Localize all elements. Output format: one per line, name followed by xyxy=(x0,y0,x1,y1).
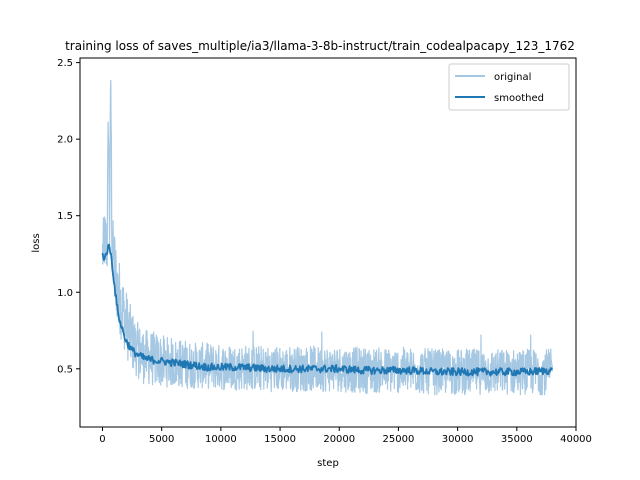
x-tick-label: 15000 xyxy=(264,434,296,445)
legend-label-original: original xyxy=(494,72,531,83)
legend-label-smoothed: smoothed xyxy=(494,93,544,104)
plot-frame xyxy=(79,57,577,428)
y-tick-label: 2.0 xyxy=(57,135,73,146)
y-axis-label: loss xyxy=(31,233,42,252)
series-smoothed-line xyxy=(101,243,553,377)
x-tick-label: 0 xyxy=(99,434,105,445)
x-axis-label: step xyxy=(317,458,339,469)
chart-title: training loss of saves_multiple/ia3/llam… xyxy=(65,39,575,53)
y-tick-label: 1.5 xyxy=(57,211,73,222)
series-original-line xyxy=(101,79,553,396)
x-tick-label: 5000 xyxy=(149,434,174,445)
x-tick-label: 35000 xyxy=(501,434,533,445)
x-tick-label: 25000 xyxy=(383,434,415,445)
x-tick-label: 30000 xyxy=(442,434,474,445)
y-tick-label: 1.0 xyxy=(57,288,73,299)
x-tick-label: 10000 xyxy=(205,434,237,445)
y-tick-label: 0.5 xyxy=(57,364,73,375)
legend: original smoothed xyxy=(448,63,570,111)
x-tick-label: 40000 xyxy=(560,434,592,445)
y-tick-label: 2.5 xyxy=(57,58,73,69)
x-tick-label: 20000 xyxy=(323,434,355,445)
